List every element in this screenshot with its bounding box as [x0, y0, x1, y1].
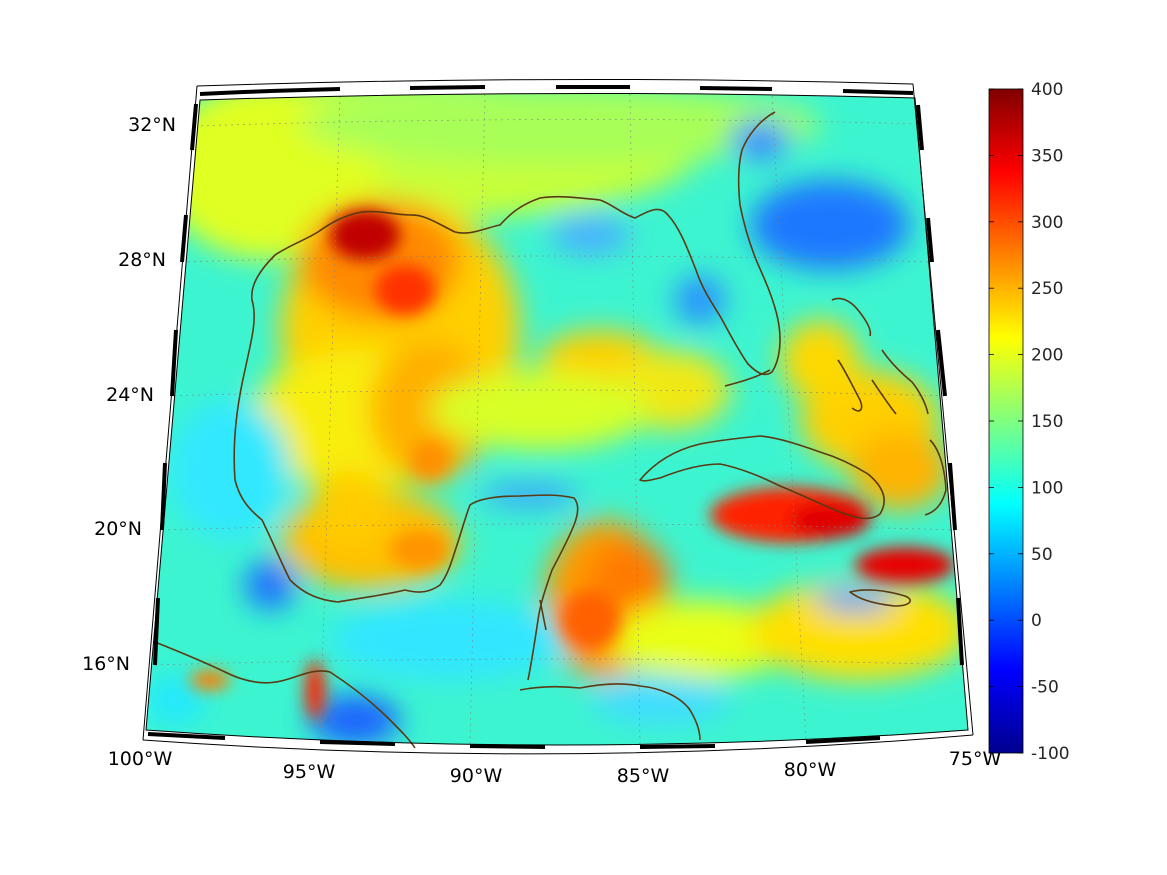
colorbar-tick-label: 150 — [1031, 412, 1063, 432]
colorbar-tick-label: 250 — [1031, 279, 1063, 299]
map-frame — [142, 78, 974, 755]
lon-label-80w: 80°W — [784, 759, 837, 781]
colorbar-tick-label: 50 — [1031, 545, 1053, 565]
colorbar-tick-label: 100 — [1031, 478, 1063, 498]
colorbar-ticks: 400 350 300 250 200 150 100 50 0 -50 -100 — [989, 80, 1070, 764]
latitude-labels: 32°N 28°N 24°N 20°N 16°N — [82, 114, 176, 675]
lat-label-24n: 24°N — [106, 384, 154, 406]
colorbar-tick-label: 300 — [1031, 213, 1063, 233]
colorbar-tick-label: 0 — [1031, 611, 1042, 631]
colorbar-tick-label: 200 — [1031, 346, 1063, 366]
lat-label-28n: 28°N — [118, 249, 166, 271]
lon-label-85w: 85°W — [617, 765, 670, 787]
colorbar-tick-label: -50 — [1031, 678, 1059, 698]
longitude-labels: 100°W 95°W 90°W 85°W 80°W 75°W — [108, 748, 1002, 787]
lon-label-100w: 100°W — [108, 748, 173, 770]
colorbar-tick-label: 400 — [1031, 80, 1063, 100]
colorbar-gradient — [988, 88, 1024, 754]
lon-label-75w: 75°W — [949, 748, 1002, 770]
colorbar-tick-label: -100 — [1031, 744, 1070, 764]
data-field — [146, 93, 968, 746]
coastlines — [154, 111, 947, 749]
colorbar: 400 350 300 250 200 150 100 50 0 -50 -100 — [988, 80, 1070, 764]
lon-label-95w: 95°W — [283, 761, 336, 783]
lat-label-16n: 16°N — [82, 653, 130, 675]
graticule — [154, 93, 963, 745]
lat-label-20n: 20°N — [94, 518, 142, 540]
lat-label-32n: 32°N — [128, 114, 176, 136]
lon-label-90w: 90°W — [450, 765, 503, 787]
colorbar-tick-label: 350 — [1031, 146, 1063, 166]
